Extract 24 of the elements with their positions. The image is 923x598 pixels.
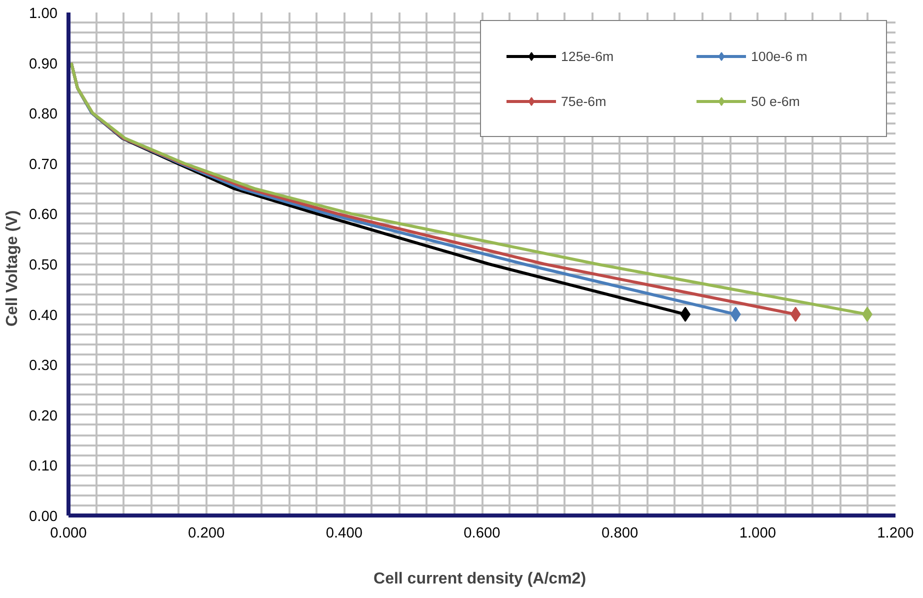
x-tick-label: 1.000 — [739, 526, 776, 542]
y-tick-label: 0.70 — [28, 156, 58, 173]
y-tick-label: 0.00 — [28, 509, 58, 525]
x-axis-title: Cell current density (A/cm2) — [374, 570, 586, 588]
x-tick-label: 0.000 — [50, 526, 87, 542]
x-tick-label: 0.600 — [464, 526, 500, 542]
legend-label: 100e-6 m — [751, 48, 808, 64]
legend-label: 75e-6m — [561, 94, 608, 108]
y-tick-label: 0.30 — [28, 358, 58, 374]
y-axis-title: Cell Voltage (V) — [4, 210, 21, 327]
legend-label: 50 e-6m — [751, 94, 801, 108]
y-tick-label: 0.40 — [28, 308, 58, 324]
legend-label: 125e-6m — [561, 48, 615, 64]
y-tick-label: 1.00 — [28, 6, 58, 22]
y-tick-label: 0.60 — [28, 207, 58, 224]
y-tick-label: 0.10 — [28, 458, 58, 475]
y-tick-label: 0.80 — [28, 106, 58, 123]
x-tick-label: 0.400 — [326, 526, 363, 542]
y-tick-label: 0.20 — [28, 408, 58, 424]
x-tick-label: 1.200 — [877, 526, 914, 542]
y-tick-label: 0.90 — [28, 56, 58, 72]
x-tick-label: 0.800 — [601, 526, 638, 542]
y-tick-label: 0.50 — [28, 258, 58, 274]
x-tick-label: 0.200 — [188, 526, 225, 542]
